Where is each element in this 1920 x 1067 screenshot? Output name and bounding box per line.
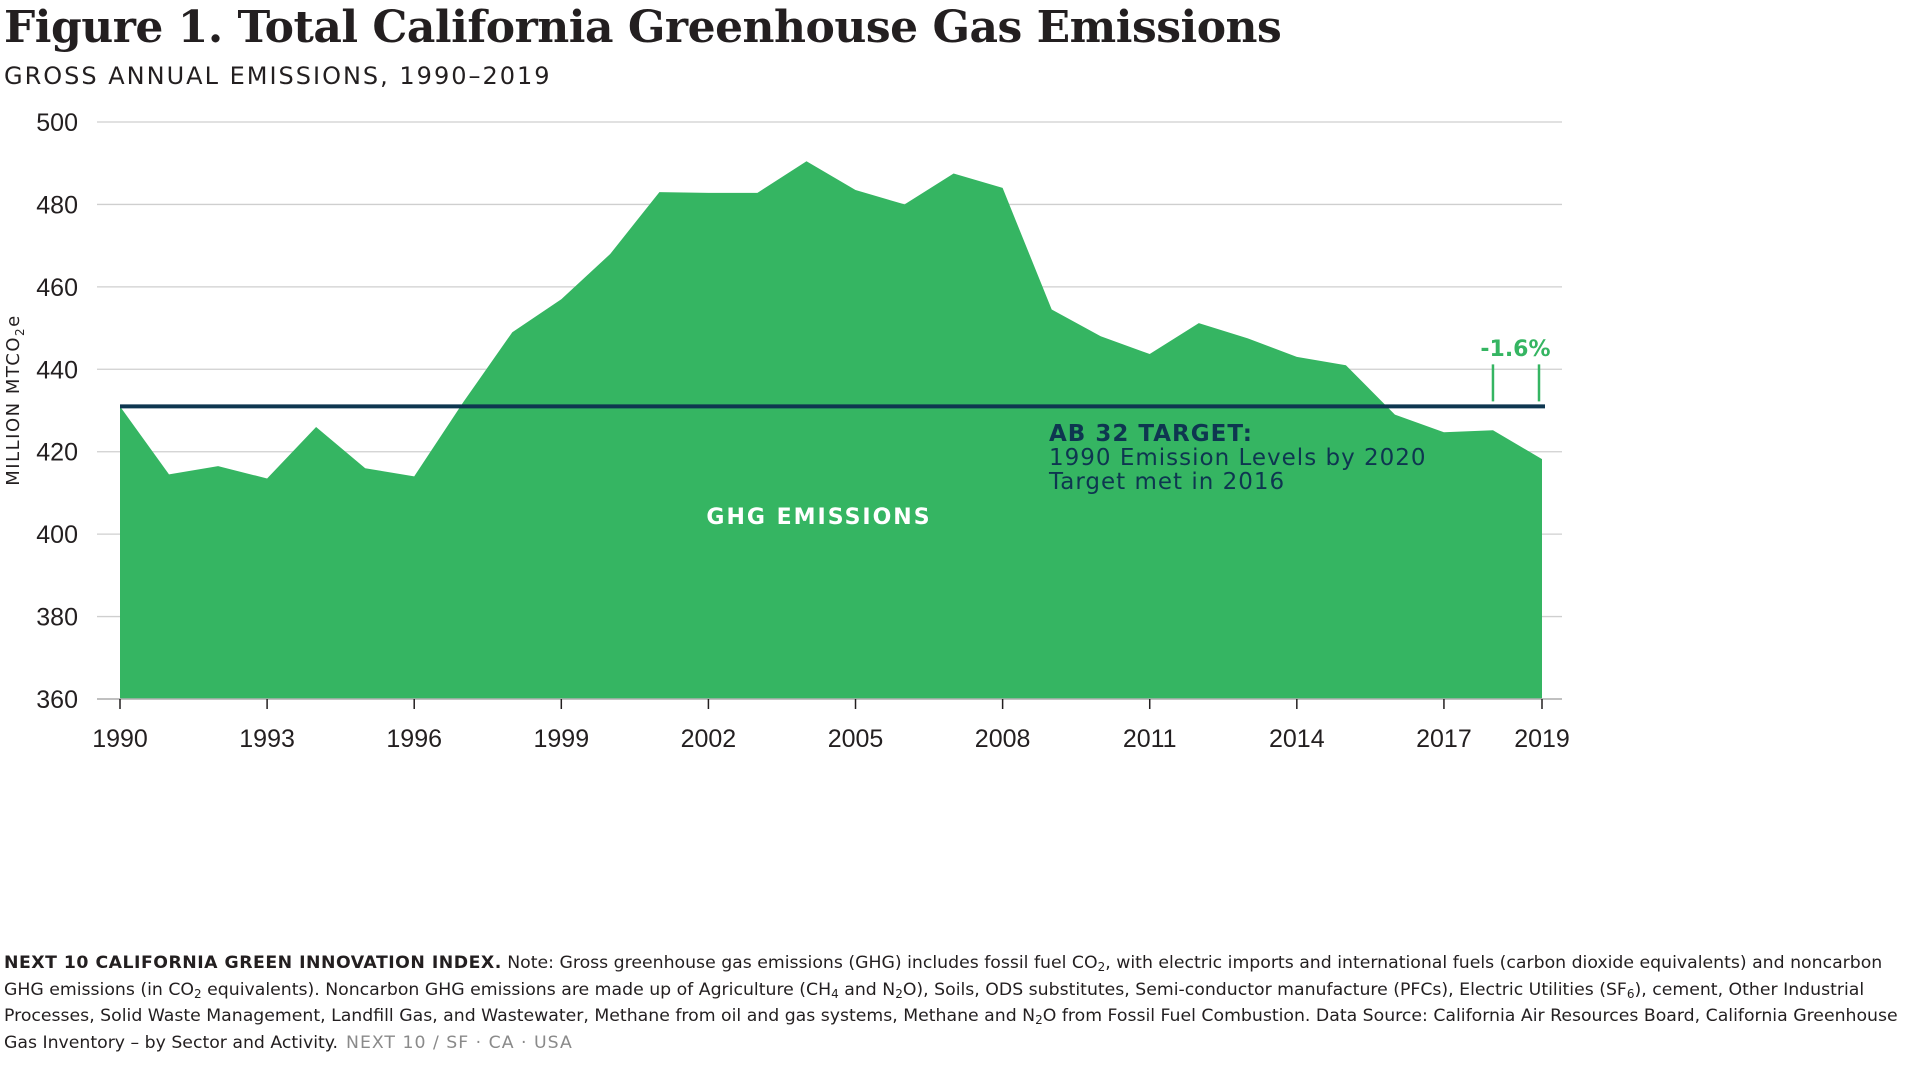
x-tick-label: 2017 <box>1416 725 1472 753</box>
footer-line: Gas Inventory – by Sector and Activity. <box>4 1032 339 1053</box>
x-tick-label: 2005 <box>828 725 884 753</box>
y-tick-label: 360 <box>36 686 78 714</box>
y-tick-label: 420 <box>36 439 78 467</box>
footer-lead: NEXT 10 CALIFORNIA GREEN INNOVATION INDE… <box>4 953 502 973</box>
x-tick-label: 1993 <box>239 725 295 753</box>
emissions-area <box>120 161 1542 699</box>
x-tick-label: 1999 <box>533 725 589 753</box>
footer-note: NEXT 10 CALIFORNIA GREEN INNOVATION INDE… <box>4 950 1914 1056</box>
target-line-2: Target met in 2016 <box>1048 469 1285 495</box>
y-axis-label-sub: 2 <box>13 327 27 336</box>
target-heading: AB 32 TARGET: <box>1049 421 1253 447</box>
y-tick-label: 400 <box>36 521 78 549</box>
y-tick-label: 480 <box>36 191 78 219</box>
y-tick-label: 500 <box>36 109 78 137</box>
y-tick-label: 440 <box>36 356 78 384</box>
footer-line: Note: Gross greenhouse gas emissions (GH… <box>501 953 1883 974</box>
x-tick-label: 2011 <box>1123 725 1177 753</box>
y-tick-label: 380 <box>36 604 78 632</box>
y-tick-label: 460 <box>36 274 78 302</box>
x-tick-label: 1990 <box>92 725 148 753</box>
footer-body: Note: Gross greenhouse gas emissions (GH… <box>4 953 1898 1053</box>
y-axis-label: MILLION MTCO2e <box>3 314 27 485</box>
area-chart: 360 380 400 420 440 460 480 500 1990 1993 1996 1999… <box>3 109 1570 753</box>
area-label: GHG EMISSIONS <box>706 505 931 530</box>
x-tick-label: 2014 <box>1269 725 1325 753</box>
x-tick-label: 2008 <box>975 725 1031 753</box>
target-line-1: 1990 Emission Levels by 2020 <box>1049 445 1427 471</box>
x-tick-label: 2002 <box>681 725 737 753</box>
chart-subtitle: GROSS ANNUAL EMISSIONS, 1990–2019 <box>4 62 552 90</box>
x-tick-label: 1996 <box>386 725 442 753</box>
footer-brand: NEXT 10 / SF · CA · USA <box>346 1032 573 1053</box>
x-tick-label: 2019 <box>1514 725 1570 753</box>
footer-line: GHG emissions (in CO2 equivalents). Nonc… <box>4 979 1865 1001</box>
change-label: -1.6% <box>1480 337 1550 362</box>
y-axis-label-main: MILLION MTCO <box>3 336 24 486</box>
y-axis-label-suffix: e <box>3 314 24 327</box>
chart-title: Figure 1. Total California Greenhouse Ga… <box>4 2 1282 53</box>
footer-line: Processes, Solid Waste Management, Landf… <box>4 1006 1898 1027</box>
